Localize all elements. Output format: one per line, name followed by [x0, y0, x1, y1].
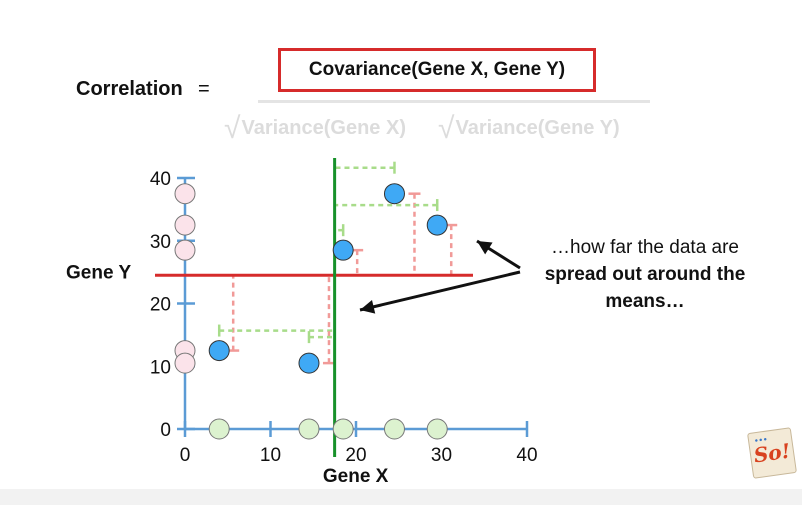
y-tick-label: 10	[150, 357, 171, 378]
sqrt-icon: √	[438, 112, 455, 145]
arrow-head-icon	[360, 299, 376, 314]
denominator-variance-x: √Variance(Gene X)	[224, 108, 406, 145]
x-tick-label: 20	[345, 445, 366, 466]
footer-band	[0, 489, 802, 505]
annotation-line-2: spread out around the	[544, 264, 746, 285]
y-tick-label: 30	[150, 232, 171, 253]
logo-dots: •••	[753, 434, 769, 446]
y-marginal-point	[174, 239, 196, 261]
equals-sign: =	[198, 78, 210, 100]
annotation: …how far the data are spread out around …	[515, 234, 775, 315]
data-point	[426, 214, 448, 236]
y-tick-label: 20	[150, 295, 171, 316]
y-tick-label: 40	[150, 169, 171, 190]
data-point	[208, 340, 230, 362]
correlation-label: Correlation	[76, 78, 183, 100]
data-point	[332, 239, 354, 261]
fraction-bar	[258, 100, 650, 103]
y-marginal-point	[174, 183, 196, 205]
variance-x-text: Variance(Gene X)	[241, 117, 406, 139]
y-marginal-point	[174, 352, 196, 374]
x-axis-title: Gene X	[323, 466, 389, 487]
x-tick-label: 30	[431, 445, 452, 466]
variance-y-text: Variance(Gene Y)	[455, 117, 620, 139]
arrow-head-icon	[477, 241, 493, 255]
covariance-numerator: Covariance(Gene X, Gene Y)	[278, 48, 596, 92]
statquest-logo: ••• So!	[747, 427, 797, 479]
denominator-variance-y: √Variance(Gene Y)	[438, 108, 620, 145]
y-marginal-point	[174, 214, 196, 236]
data-point	[298, 352, 320, 374]
x-marginal-point	[298, 418, 320, 440]
x-marginal-point	[426, 418, 448, 440]
data-point	[383, 183, 405, 205]
annotation-arrow	[359, 270, 521, 312]
x-marginal-point	[208, 418, 230, 440]
sqrt-icon: √	[224, 112, 241, 145]
annotation-line-3: means…	[605, 291, 685, 312]
x-marginal-point	[383, 418, 405, 440]
x-tick-label: 10	[260, 445, 281, 466]
y-axis-title: Gene Y	[66, 262, 131, 283]
covariance-text: Covariance(Gene X, Gene Y)	[308, 59, 566, 80]
x-tick-label: 40	[516, 445, 537, 466]
annotation-line-1: …how far the data are	[551, 237, 739, 258]
x-marginal-point	[332, 418, 354, 440]
y-tick-label: 0	[160, 420, 171, 441]
x-tick-label: 0	[180, 445, 191, 466]
